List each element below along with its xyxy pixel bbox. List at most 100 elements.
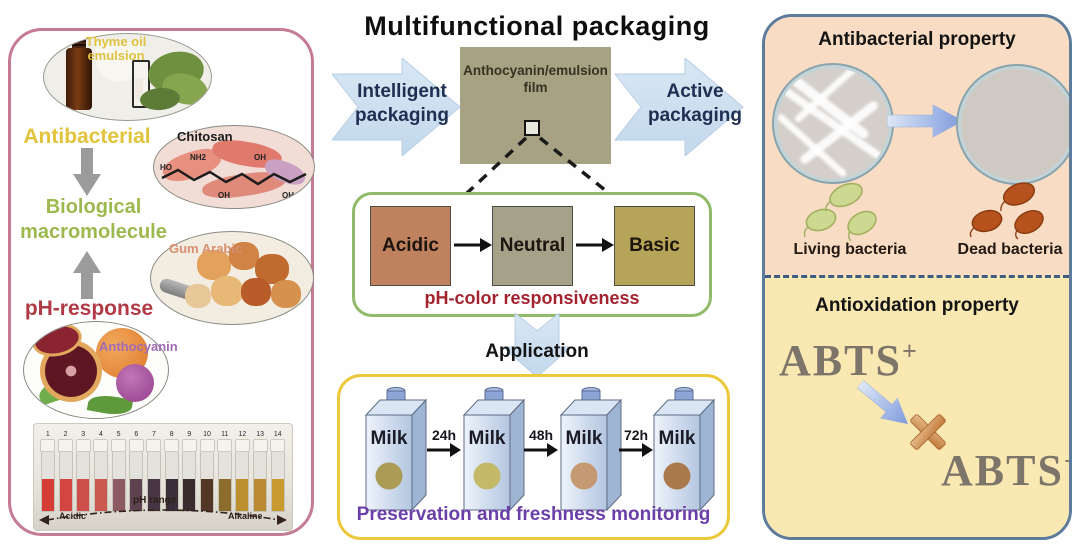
gum-lump [211, 276, 243, 306]
neutral-square: Neutral [492, 206, 573, 286]
abts-radical-before: ABTS+ [779, 335, 919, 386]
emulsion-vial-fill [135, 78, 143, 100]
svg-text:OH: OH [282, 191, 294, 200]
gum-lump [197, 250, 231, 280]
svg-text:HO: HO [160, 163, 172, 172]
time-step-48h: 48h [524, 427, 558, 462]
cross-out-icon [910, 414, 946, 450]
right-arrow-icon [576, 238, 614, 252]
ph-vial-photo: 1 2 3 4 5 6 7 8 9 10 11 12 13 14 Acidic pH range Alka… [33, 423, 293, 531]
time-72h-label: 72h [623, 427, 649, 443]
milk-monitoring-box: Milk Milk Milk Milk [337, 374, 730, 540]
thyme-oil-photo [43, 33, 212, 121]
living-bacteria-label: Living bacteria [793, 241, 907, 258]
milk-label: Milk [566, 428, 603, 449]
living-bacteria-icon [803, 182, 877, 242]
gum-arabic-label: Gum Arabic [169, 241, 243, 256]
gum-lump [185, 284, 211, 308]
svg-text:OH: OH [218, 191, 230, 200]
indicator-dot [663, 462, 691, 490]
scavenging-arrow [856, 379, 909, 425]
ph-vial: 14 [269, 430, 287, 512]
antibacterial-section: Antibacterial property [765, 17, 1069, 275]
vial-row: 1 2 3 4 5 6 7 8 9 10 11 12 13 14 [39, 430, 287, 514]
dead-bacteria-label: Dead bacteria [957, 241, 1063, 258]
page-title: Multifunctional packaging [364, 11, 710, 41]
milk-carton-4: Milk [652, 387, 716, 511]
active-packaging-arrow [614, 58, 744, 156]
preservation-caption: Preservation and freshness monitoring [356, 504, 711, 525]
chitosan-photo: HO NH2 OH OH OH [153, 125, 315, 209]
antibacterial-label: Antibacterial [23, 125, 151, 148]
intelligent-packaging-arrow [332, 58, 460, 156]
chitosan-label: Chitosan [177, 129, 233, 144]
ph-vial: 3 [74, 430, 92, 512]
ingredients-panel: Thyme oil emulsion Antibacterial HO NH2 … [8, 28, 315, 536]
application-arrow [503, 313, 571, 377]
right-arrow-icon [427, 443, 461, 457]
gum-lump [241, 278, 271, 306]
svg-text:OH: OH [254, 153, 266, 162]
petri-dish-before [774, 65, 892, 182]
petri-dish-after [958, 66, 1069, 183]
time-step-24h: 24h [427, 427, 461, 462]
basic-square: Basic [614, 206, 695, 286]
anthocyanin-powder-ball [116, 364, 154, 402]
alkaline-end-label: Alkaline [228, 511, 263, 521]
milk-carton-3: Milk [559, 387, 623, 511]
milk-label: Milk [371, 428, 408, 449]
ph-vial: 9 [181, 430, 199, 512]
time-step-72h: 72h [619, 427, 653, 462]
film-zoom-square [524, 120, 540, 136]
svg-text:NH2: NH2 [190, 153, 207, 162]
dead-bacteria-icon [969, 182, 1044, 240]
anthocyanin-photo [23, 321, 169, 419]
ph-vial: 12 [234, 430, 252, 512]
abts-plus: + [901, 336, 919, 366]
ph-vial: 11 [216, 430, 234, 512]
time-24h-label: 24h [431, 427, 457, 443]
application-label: Application [485, 341, 589, 362]
gum-lump [271, 280, 301, 308]
zoom-dashed-lines [464, 136, 612, 196]
gum-lump [229, 242, 259, 270]
ph-vial: 2 [57, 430, 75, 512]
down-arrow-icon [73, 148, 101, 196]
right-arrow-icon [524, 443, 558, 457]
ph-range-curve [39, 509, 287, 525]
anthocyanin-emulsion-film: Anthocyanin/emulsion film [460, 47, 611, 164]
antioxidation-property-title: Antioxidation property [815, 295, 1019, 316]
milk-carton-1: Milk [364, 387, 428, 511]
ph-vial: 6 [127, 430, 145, 512]
time-48h-label: 48h [528, 427, 554, 443]
amber-bottle-shape [66, 48, 92, 110]
milk-label: Milk [469, 428, 506, 449]
acidic-end-label: Acidic [59, 511, 87, 521]
ph-response-label: pH-response [24, 297, 154, 320]
intelligent-packaging-label: Intelligent packaging [355, 81, 449, 126]
indicator-dot [473, 462, 501, 490]
anthocyanin-label: Anthocyanin [99, 339, 178, 354]
abts-plus: + [1064, 446, 1069, 475]
ph-range-label: pH range [133, 495, 177, 506]
abts-radical-after: ABTS+ [941, 445, 1069, 496]
antibacterial-property-title: Antibacterial property [818, 29, 1016, 50]
biological-macromolecule-label: Biological macromolecule [20, 196, 167, 243]
antioxidation-section [765, 275, 1069, 537]
ph-color-box: Acidic Neutral Basic pH-color responsive… [352, 192, 712, 317]
thyme-oil-label: Thyme oil emulsion [85, 34, 147, 63]
abts-text: ABTS [779, 336, 902, 385]
acidic-square: Acidic [370, 206, 451, 286]
ph-vial: 7 [145, 430, 163, 512]
film-label: Anthocyanin/emulsion film [463, 63, 608, 95]
milk-label: Milk [659, 428, 696, 449]
active-packaging-label: Active packaging [648, 81, 742, 126]
right-arrow-icon [454, 238, 492, 252]
chitosan-structure-drawing: HO NH2 OH OH OH [160, 153, 307, 200]
ph-vial: 4 [92, 430, 110, 512]
ph-color-responsiveness-caption: pH-color responsiveness [424, 288, 640, 308]
gum-arabic-photo [150, 231, 314, 325]
right-arrow-icon [619, 443, 653, 457]
ph-vial: 13 [251, 430, 269, 512]
